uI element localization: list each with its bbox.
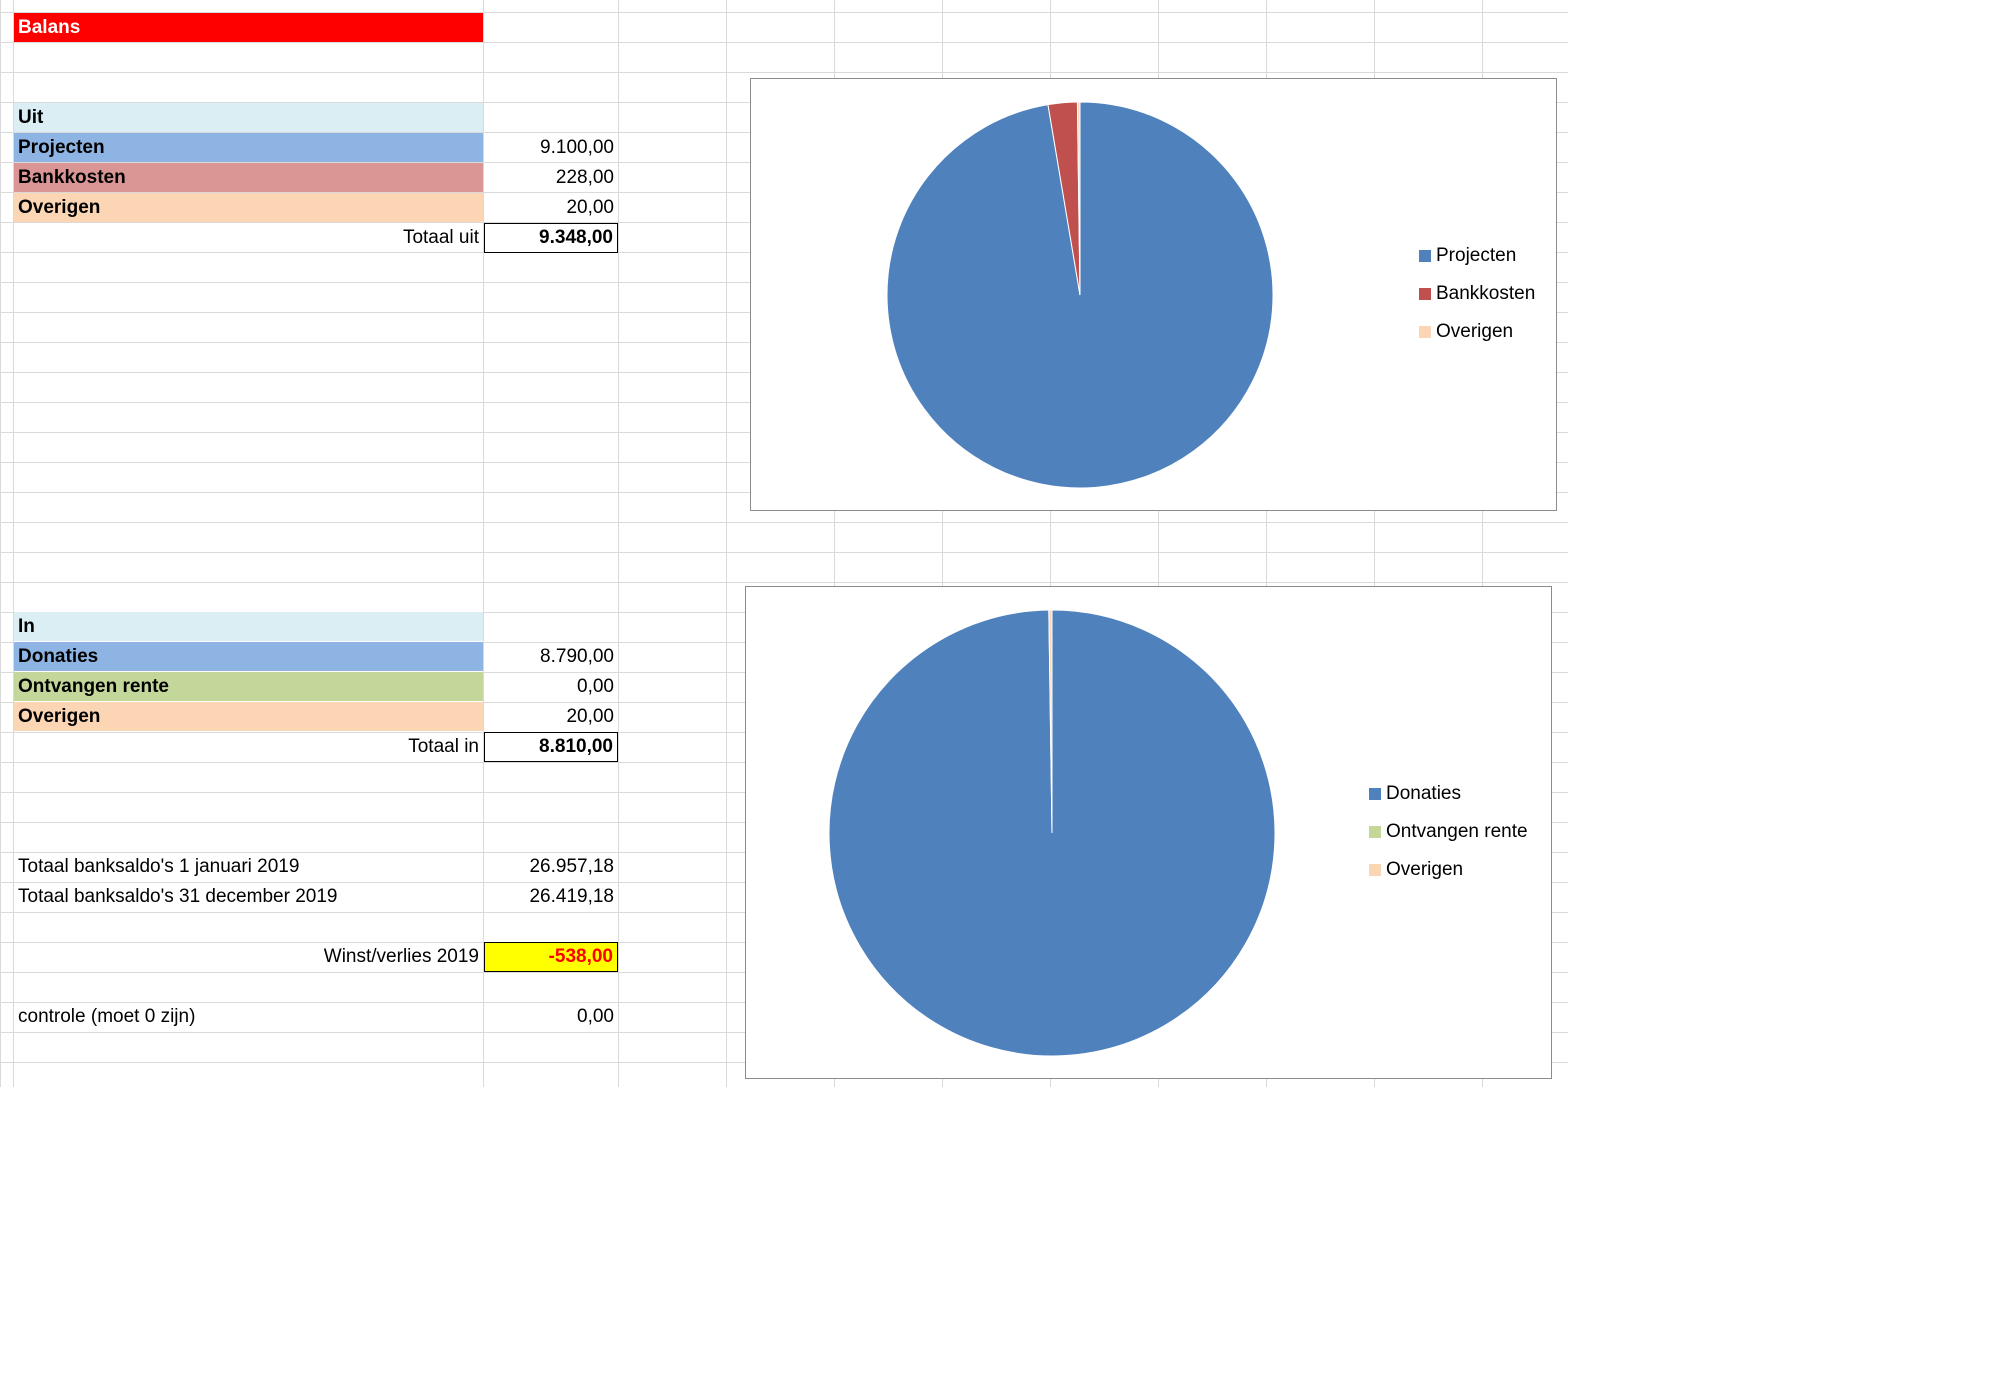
uit-pie-slice-overigen[interactable]	[1076, 101, 1081, 296]
uit-pie-legend: Projecten Bankkosten Overigen	[1419, 237, 1535, 351]
in-pie-slices	[828, 609, 1276, 1057]
uit-row-label-overigen[interactable]: Overigen	[14, 193, 483, 222]
legend-item-donaties: Donaties	[1369, 775, 1528, 813]
uit-row-value-overigen[interactable]: 20,00	[566, 197, 614, 218]
uit-pie-slices	[886, 101, 1274, 489]
legend-item-projecten: Projecten	[1419, 237, 1535, 275]
uit-row-label-bankkosten[interactable]: Bankkosten	[14, 163, 483, 192]
in-row-label-donaties[interactable]: Donaties	[14, 642, 483, 671]
legend-label: Overigen	[1386, 859, 1464, 880]
in-row-value-ontvangen-rente[interactable]: 0,00	[577, 676, 614, 697]
controle-value[interactable]: 0,00	[577, 1006, 614, 1027]
uit-total-value[interactable]: 9.348,00	[484, 223, 618, 253]
legend-label: Ontvangen rente	[1386, 821, 1528, 842]
uit-row-value-bankkosten[interactable]: 228,00	[555, 167, 614, 188]
column-border	[1158, 0, 1159, 1087]
legend-swatch	[1369, 864, 1381, 876]
column-border	[483, 0, 484, 1087]
column-border	[1374, 0, 1375, 1087]
legend-swatch	[1369, 788, 1381, 800]
column-border	[1050, 0, 1051, 1087]
column-border	[834, 0, 835, 1087]
in-total-label[interactable]: Totaal in	[408, 736, 479, 757]
legend-label: Donaties	[1386, 783, 1461, 804]
column-border	[1482, 0, 1483, 1087]
saldo-start-label[interactable]: Totaal banksaldo's 1 januari 2019	[18, 856, 300, 877]
in-pie-legend: Donaties Ontvangen rente Overigen	[1369, 775, 1528, 889]
in-row-label-overigen[interactable]: Overigen	[14, 702, 483, 731]
column-border	[1266, 0, 1267, 1087]
legend-item-bankkosten: Bankkosten	[1419, 275, 1535, 313]
in-row-label-ontvangen-rente[interactable]: Ontvangen rente	[14, 672, 483, 701]
legend-swatch	[1419, 288, 1431, 300]
legend-item-overigen: Overigen	[1419, 313, 1535, 351]
in-row-value-donaties[interactable]: 8.790,00	[540, 646, 614, 667]
in-pie-slice-overigen[interactable]	[1048, 609, 1053, 834]
column-border	[726, 0, 727, 1087]
legend-item-ontvangen-rente: Ontvangen rente	[1369, 813, 1528, 851]
column-border	[942, 0, 943, 1087]
saldo-end-value[interactable]: 26.419,18	[529, 886, 614, 907]
in-header-cell[interactable]: In	[14, 612, 483, 641]
uit-row-label-projecten[interactable]: Projecten	[14, 133, 483, 162]
legend-swatch	[1419, 250, 1431, 262]
uit-header-cell[interactable]: Uit	[14, 103, 483, 132]
winst-verlies-label[interactable]: Winst/verlies 2019	[323, 946, 479, 967]
winst-verlies-value[interactable]: -538,00	[484, 942, 618, 972]
controle-label[interactable]: controle (moet 0 zijn)	[18, 1006, 196, 1027]
legend-swatch	[1419, 326, 1431, 338]
column-border	[618, 0, 619, 1087]
saldo-start-value[interactable]: 26.957,18	[529, 856, 614, 877]
in-pie-svg	[828, 609, 1276, 1057]
legend-label: Overigen	[1436, 321, 1514, 342]
column-border	[13, 0, 14, 1087]
sheet-title-cell[interactable]: Balans	[14, 13, 483, 42]
in-row-value-overigen[interactable]: 20,00	[566, 706, 614, 727]
in-total-value[interactable]: 8.810,00	[484, 732, 618, 762]
in-pie-chart[interactable]: Donaties Ontvangen rente Overigen	[745, 586, 1552, 1079]
legend-swatch	[1369, 826, 1381, 838]
saldo-end-label[interactable]: Totaal banksaldo's 31 december 2019	[18, 886, 338, 907]
uit-pie-svg	[886, 101, 1274, 489]
legend-label: Projecten	[1436, 245, 1517, 266]
legend-label: Bankkosten	[1436, 283, 1536, 304]
uit-row-value-projecten[interactable]: 9.100,00	[540, 137, 614, 158]
legend-item-overigen: Overigen	[1369, 851, 1528, 889]
uit-total-label[interactable]: Totaal uit	[402, 227, 479, 248]
uit-pie-chart[interactable]: Projecten Bankkosten Overigen	[750, 78, 1557, 511]
